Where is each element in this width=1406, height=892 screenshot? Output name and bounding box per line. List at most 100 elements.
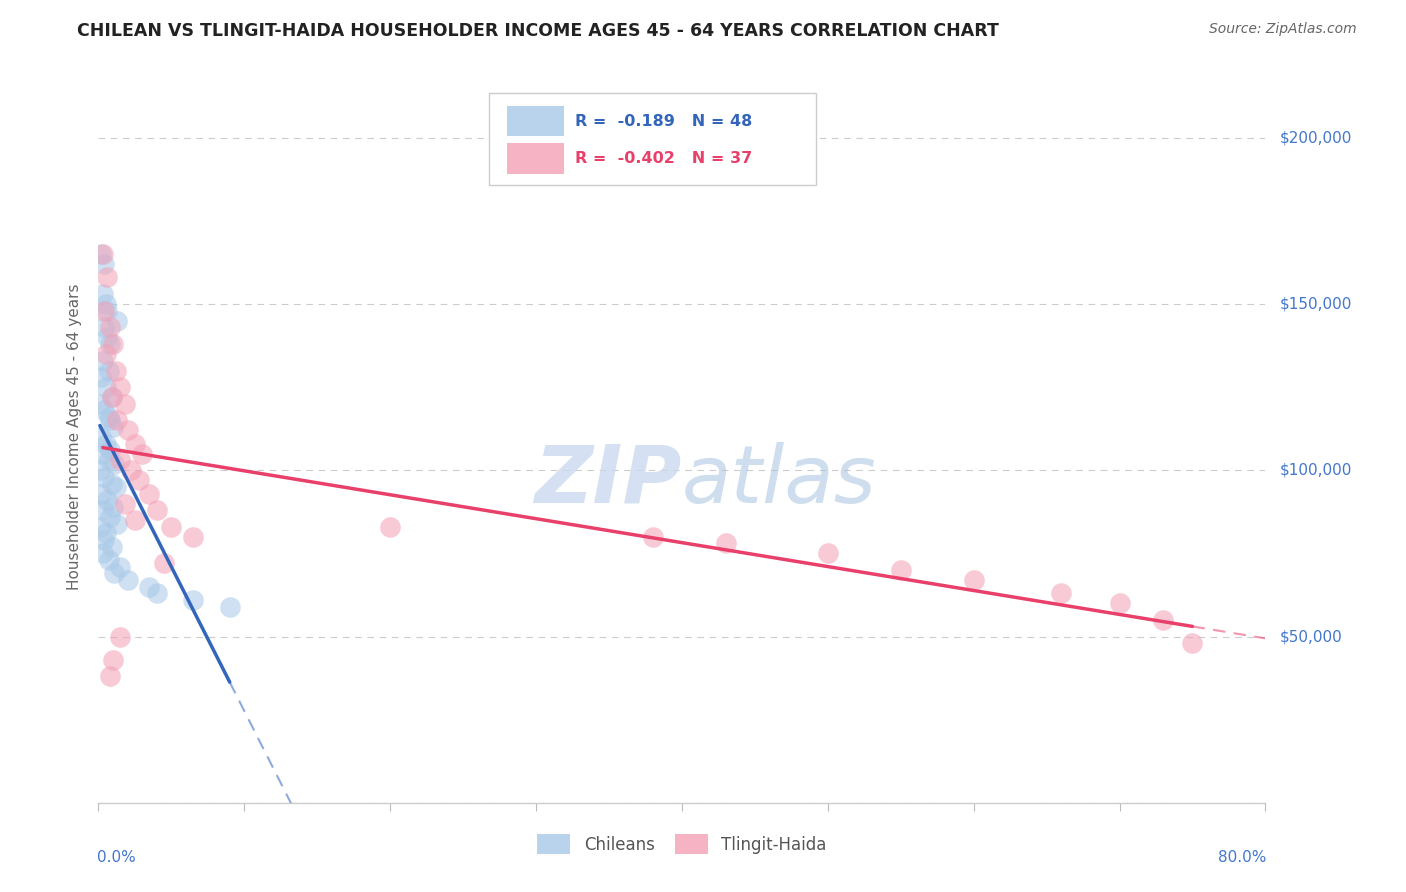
- Point: [90, 370, 112, 384]
- Point: [94, 347, 117, 361]
- Point: [181, 530, 204, 544]
- Point: [100, 476, 122, 491]
- Point: [146, 586, 169, 600]
- Point: [110, 380, 132, 394]
- FancyBboxPatch shape: [508, 106, 564, 136]
- FancyBboxPatch shape: [508, 143, 564, 174]
- Point: [93, 303, 115, 318]
- Point: [160, 520, 183, 534]
- Point: [98, 509, 121, 524]
- Text: $200,000: $200,000: [1279, 130, 1351, 145]
- Text: $50,000: $50,000: [1279, 629, 1343, 644]
- Point: [153, 557, 176, 571]
- Point: [98, 443, 121, 458]
- Point: [114, 497, 136, 511]
- Point: [114, 397, 136, 411]
- Point: [98, 413, 121, 427]
- Point: [98, 337, 121, 351]
- Text: ZIP: ZIP: [534, 442, 682, 520]
- Point: [181, 593, 204, 607]
- Text: R =  -0.189   N = 48: R = -0.189 N = 48: [575, 113, 752, 128]
- Point: [91, 447, 114, 461]
- Point: [100, 390, 122, 404]
- Point: [97, 453, 120, 467]
- Point: [93, 257, 115, 271]
- Text: 0.0%: 0.0%: [97, 850, 136, 865]
- Point: [101, 337, 124, 351]
- Point: [817, 546, 839, 560]
- Point: [117, 424, 139, 438]
- Point: [91, 503, 114, 517]
- Point: [124, 436, 146, 450]
- Point: [91, 353, 114, 368]
- Text: $100,000: $100,000: [1279, 463, 1351, 478]
- Point: [93, 403, 115, 417]
- Text: 80.0%: 80.0%: [1218, 850, 1267, 865]
- Point: [117, 573, 139, 587]
- Text: R =  -0.402   N = 37: R = -0.402 N = 37: [575, 151, 752, 166]
- Point: [96, 270, 118, 285]
- Point: [1152, 613, 1174, 627]
- Point: [218, 599, 240, 614]
- FancyBboxPatch shape: [489, 94, 815, 185]
- Point: [94, 297, 117, 311]
- Point: [100, 390, 122, 404]
- Point: [98, 669, 121, 683]
- Point: [1108, 596, 1130, 610]
- Point: [101, 500, 124, 514]
- Legend: Chileans, Tlingit-Haida: Chileans, Tlingit-Haida: [530, 828, 834, 860]
- Point: [96, 303, 118, 318]
- Point: [100, 540, 122, 554]
- Point: [641, 530, 664, 544]
- Point: [104, 480, 127, 494]
- Point: [90, 247, 112, 261]
- Text: atlas: atlas: [682, 442, 877, 520]
- Point: [90, 430, 112, 444]
- Point: [105, 413, 128, 427]
- Point: [120, 463, 142, 477]
- Text: $150,000: $150,000: [1279, 297, 1351, 311]
- Point: [89, 463, 111, 477]
- Text: Source: ZipAtlas.com: Source: ZipAtlas.com: [1209, 22, 1357, 37]
- Point: [91, 287, 114, 301]
- Point: [98, 320, 121, 334]
- Point: [146, 503, 169, 517]
- Point: [101, 420, 124, 434]
- Point: [1050, 586, 1073, 600]
- Point: [138, 580, 160, 594]
- Point: [94, 436, 117, 450]
- Point: [110, 453, 132, 467]
- Point: [91, 247, 114, 261]
- Point: [91, 546, 114, 560]
- Point: [131, 447, 153, 461]
- Point: [89, 520, 111, 534]
- Point: [714, 536, 737, 550]
- Point: [90, 486, 112, 500]
- Point: [105, 314, 128, 328]
- Point: [103, 457, 125, 471]
- Point: [110, 559, 132, 574]
- Point: [94, 526, 117, 541]
- Y-axis label: Householder Income Ages 45 - 64 years: Householder Income Ages 45 - 64 years: [67, 284, 83, 591]
- Point: [97, 410, 120, 425]
- Point: [380, 520, 402, 534]
- Point: [128, 473, 150, 487]
- Point: [124, 513, 146, 527]
- Point: [110, 630, 132, 644]
- Point: [962, 573, 984, 587]
- Point: [1181, 636, 1204, 650]
- Point: [94, 380, 117, 394]
- Point: [104, 363, 127, 377]
- Point: [96, 493, 118, 508]
- Point: [93, 470, 115, 484]
- Point: [96, 330, 118, 344]
- Point: [105, 516, 128, 531]
- Point: [103, 566, 125, 581]
- Point: [101, 653, 124, 667]
- Point: [138, 486, 160, 500]
- Point: [93, 320, 115, 334]
- Point: [93, 533, 115, 548]
- Point: [97, 363, 120, 377]
- Text: CHILEAN VS TLINGIT-HAIDA HOUSEHOLDER INCOME AGES 45 - 64 YEARS CORRELATION CHART: CHILEAN VS TLINGIT-HAIDA HOUSEHOLDER INC…: [77, 22, 1000, 40]
- Point: [97, 553, 120, 567]
